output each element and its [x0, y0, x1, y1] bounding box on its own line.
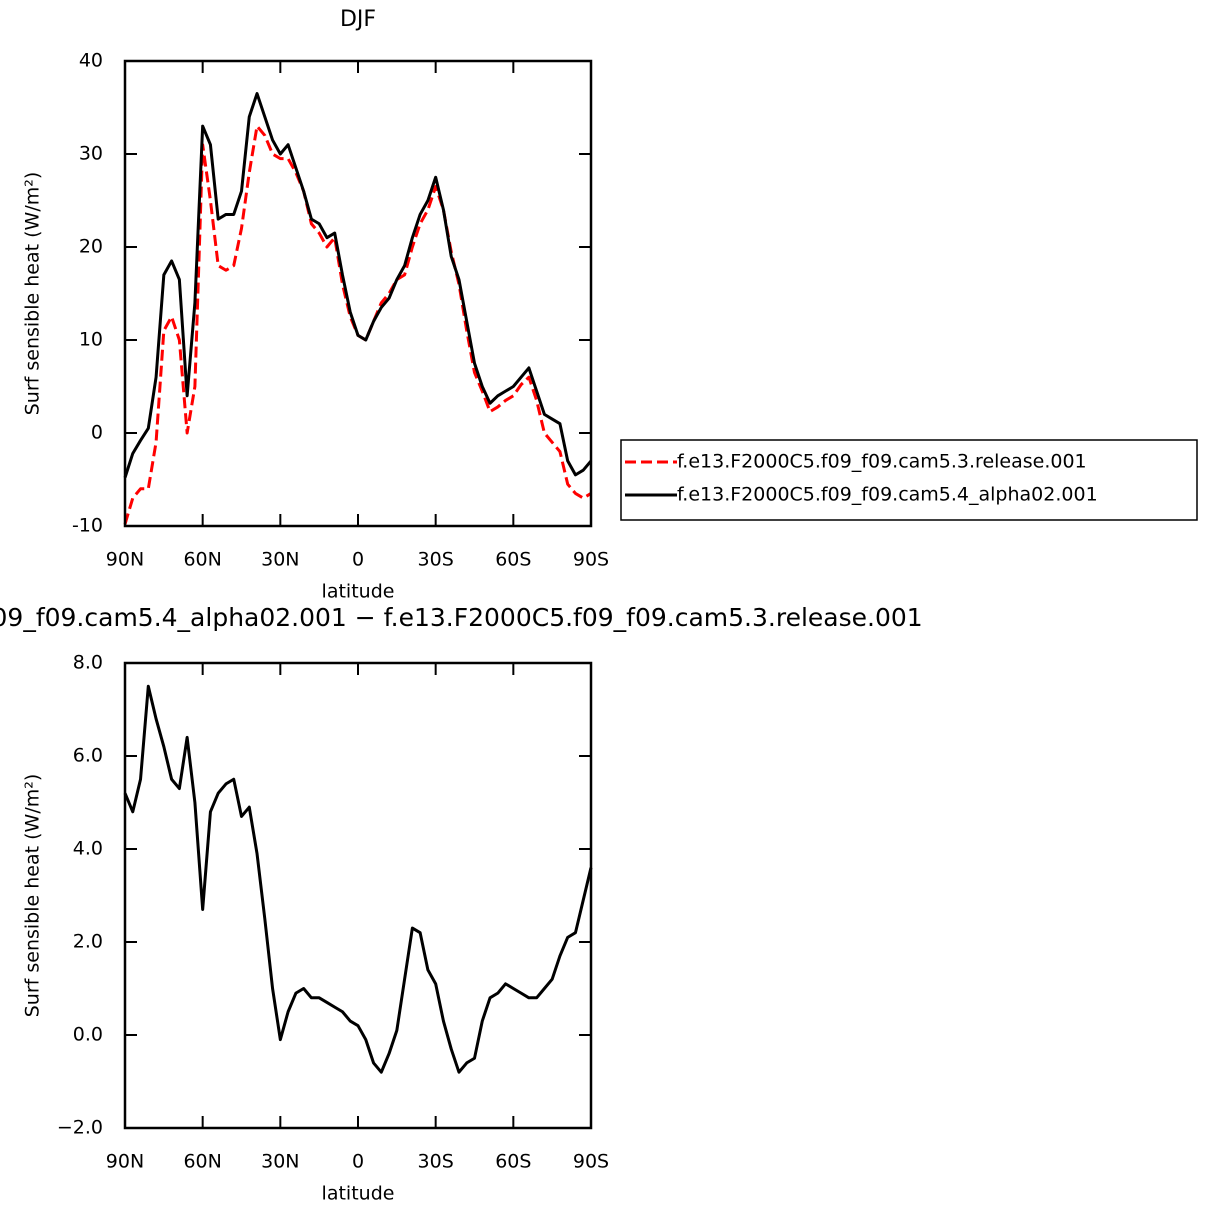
x-tick-label: 90S — [573, 1151, 609, 1173]
x-tick-label: 30S — [418, 549, 454, 571]
y-tick-label: 0 — [91, 422, 103, 444]
x-tick-label: 90N — [106, 1151, 144, 1173]
x-tick-label: 90S — [573, 549, 609, 571]
chart-title: f.e13.F2000C5.f09_f09.cam5.4_alpha02.001… — [0, 603, 923, 632]
y-tick-label: -10 — [72, 515, 103, 537]
y-tick-label: −2.0 — [57, 1117, 103, 1139]
x-tick-label: 0 — [352, 549, 364, 571]
y-tick-label: 4.0 — [73, 838, 103, 860]
x-tick-label: 30S — [418, 1151, 454, 1173]
y-tick-label: 6.0 — [73, 745, 103, 767]
y-axis-label: Surf sensible heat (W/m²) — [22, 172, 44, 416]
y-tick-label: 0.0 — [73, 1024, 103, 1046]
x-tick-label: 30N — [261, 549, 299, 571]
x-tick-label: 60N — [183, 1151, 221, 1173]
x-tick-label: 60S — [495, 1151, 531, 1173]
x-axis-label: latitude — [322, 581, 395, 603]
y-tick-label: 30 — [79, 143, 103, 165]
legend: f.e13.F2000C5.f09_f09.cam5.3.release.001… — [620, 439, 1198, 521]
y-axis-label: Surf sensible heat (W/m²) — [22, 774, 44, 1018]
legend-label: f.e13.F2000C5.f09_f09.cam5.4_alpha02.001 — [677, 484, 1098, 506]
x-tick-label: 30N — [261, 1151, 299, 1173]
y-tick-label: 20 — [79, 236, 103, 258]
x-tick-label: 60N — [183, 549, 221, 571]
series-line — [123, 684, 593, 1074]
series-line — [123, 92, 593, 479]
legend-label: f.e13.F2000C5.f09_f09.cam5.3.release.001 — [677, 451, 1087, 473]
y-tick-label: 10 — [79, 329, 103, 351]
x-tick-label: 60S — [495, 549, 531, 571]
x-tick-label: 90N — [106, 549, 144, 571]
y-tick-label: 8.0 — [73, 652, 103, 674]
plot-frame — [123, 59, 593, 528]
x-tick-label: 0 — [352, 1151, 364, 1173]
plot-frame — [123, 661, 593, 1130]
x-axis-label: latitude — [322, 1183, 395, 1205]
y-tick-label: 2.0 — [73, 931, 103, 953]
chart-title: DJF — [340, 7, 376, 32]
y-tick-label: 40 — [79, 50, 103, 72]
legend-frame — [620, 439, 1198, 521]
series-line — [123, 124, 592, 525]
